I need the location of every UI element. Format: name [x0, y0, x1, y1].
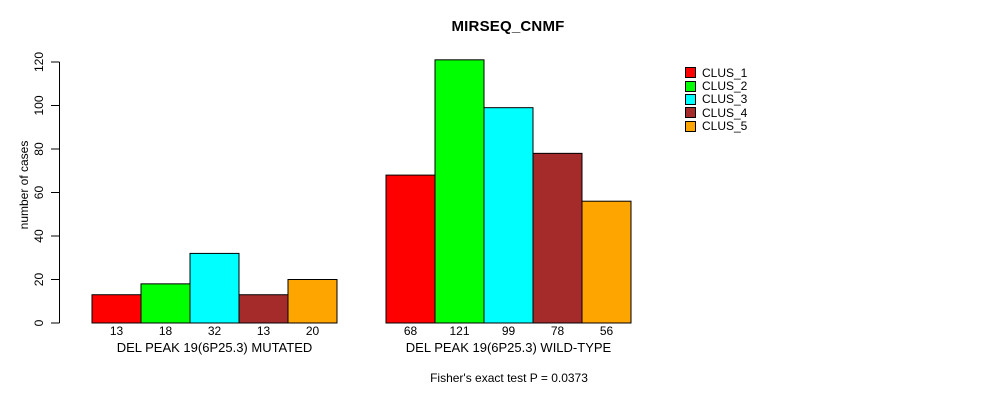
bar-value-label: 13: [110, 324, 124, 338]
bar-clus_3-group1: [189, 252, 240, 324]
legend-label: CLUS_5: [702, 119, 748, 134]
legend: CLUS_1 CLUS_2 CLUS_3 CLUS_4 CLUS_5: [685, 66, 747, 133]
bar-clus_5-group2: [581, 200, 632, 324]
bar-value-label: 78: [551, 324, 565, 338]
legend-label: CLUS_3: [702, 92, 748, 107]
legend-color-swatch: [685, 80, 696, 92]
y-tick-label: 20: [32, 273, 46, 287]
legend-item-clus_1: CLUS_1: [685, 66, 747, 79]
bar-clus_2-group2: [434, 59, 485, 324]
legend-label: CLUS_2: [702, 79, 748, 94]
group-label: DEL PEAK 19(6P25.3) WILD-TYPE: [406, 340, 612, 355]
bar-clus_4-group2: [532, 152, 583, 324]
legend-item-clus_3: CLUS_3: [685, 93, 747, 106]
bar-value-label: 32: [208, 324, 222, 338]
bar-value-label: 121: [449, 324, 469, 338]
y-tick-label: 40: [32, 229, 46, 243]
bar-value-label: 68: [404, 324, 418, 338]
bar-value-label: 20: [306, 324, 320, 338]
y-tick-label: 100: [32, 95, 46, 115]
legend-label: CLUS_4: [702, 105, 748, 120]
fisher-test-annotation: Fisher's exact test P = 0.0373: [430, 371, 588, 385]
bar-clus_2-group1: [140, 283, 191, 324]
y-axis-title: number of cases: [17, 141, 31, 230]
bar-clus_1-group2: [385, 174, 436, 324]
legend-item-clus_5: CLUS_5: [685, 120, 747, 133]
bar-value-label: 99: [502, 324, 516, 338]
group-label: DEL PEAK 19(6P25.3) MUTATED: [117, 340, 313, 355]
bar-value-label: 56: [600, 324, 614, 338]
legend-item-clus_2: CLUS_2: [685, 79, 747, 92]
chart-title: MIRSEQ_CNMF: [451, 18, 565, 35]
bar-value-label: 18: [159, 324, 173, 338]
bar-value-label: 13: [257, 324, 271, 338]
legend-color-swatch: [685, 120, 696, 132]
bar-clus_3-group2: [483, 107, 534, 324]
bar-clus_4-group1: [238, 294, 289, 324]
y-tick-label: 80: [32, 142, 46, 156]
y-tick-label: 120: [32, 52, 46, 72]
legend-color-swatch: [685, 93, 696, 105]
bar-clus_1-group1: [91, 294, 142, 324]
legend-item-clus_4: CLUS_4: [685, 106, 747, 119]
y-tick-label: 0: [32, 319, 46, 326]
legend-label: CLUS_1: [702, 65, 748, 80]
y-tick-label: 60: [32, 186, 46, 200]
legend-color-swatch: [685, 67, 696, 79]
legend-color-swatch: [685, 107, 696, 119]
bar-clus_5-group1: [287, 279, 338, 324]
